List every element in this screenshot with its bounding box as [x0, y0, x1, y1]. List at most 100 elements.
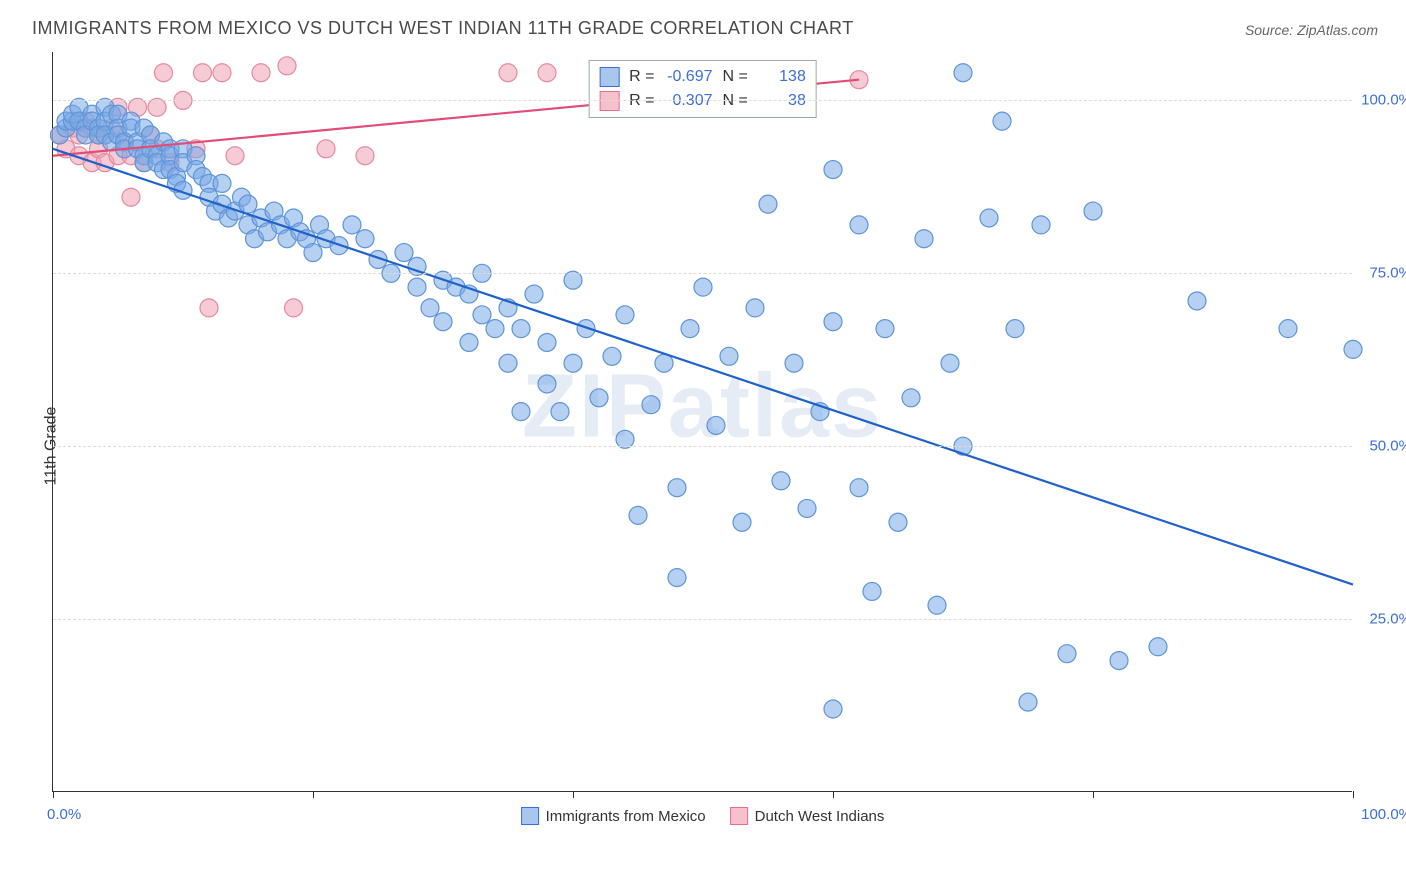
data-point [499, 354, 517, 372]
data-point [629, 506, 647, 524]
x-tick-mark [833, 791, 834, 798]
data-point [1149, 638, 1167, 656]
x-axis-max-label: 100.0% [1361, 806, 1406, 823]
data-point [720, 347, 738, 365]
data-point [707, 416, 725, 434]
data-point [668, 569, 686, 587]
scatter-svg [53, 52, 1352, 791]
stats-r-label-1: R = [629, 68, 654, 86]
data-point [902, 389, 920, 407]
data-point [876, 320, 894, 338]
data-point [356, 147, 374, 165]
data-point [499, 64, 517, 82]
y-tick-label: 75.0% [1369, 265, 1406, 282]
data-point [850, 216, 868, 234]
data-point [408, 278, 426, 296]
data-point [200, 299, 218, 317]
data-point [538, 375, 556, 393]
y-tick-label: 50.0% [1369, 438, 1406, 455]
data-point [798, 499, 816, 517]
legend-swatch-2 [730, 807, 748, 825]
x-tick-mark [313, 791, 314, 798]
data-point [889, 513, 907, 531]
legend-label-2: Dutch West Indians [755, 808, 885, 825]
y-tick-label: 25.0% [1369, 611, 1406, 628]
x-tick-mark [53, 791, 54, 798]
data-point [1344, 340, 1362, 358]
data-point [668, 479, 686, 497]
x-axis-min-label: 0.0% [47, 806, 81, 823]
data-point [538, 64, 556, 82]
data-point [1188, 292, 1206, 310]
legend-item-1: Immigrants from Mexico [521, 807, 706, 825]
data-point [616, 306, 634, 324]
gridline-h [53, 446, 1352, 447]
data-point [486, 320, 504, 338]
data-point [304, 244, 322, 262]
x-tick-mark [573, 791, 574, 798]
gridline-h [53, 273, 1352, 274]
data-point [434, 313, 452, 331]
data-point [525, 285, 543, 303]
data-point [980, 209, 998, 227]
data-point [551, 403, 569, 421]
chart-plot-area: ZIPatlas R = -0.697 N = 138 R = 0.307 N … [52, 52, 1352, 792]
data-point [1019, 693, 1037, 711]
data-point [746, 299, 764, 317]
data-point [1032, 216, 1050, 234]
stats-n-value-1: 138 [754, 68, 806, 86]
data-point [213, 64, 231, 82]
data-point [785, 354, 803, 372]
data-point [1006, 320, 1024, 338]
legend-swatch-1 [521, 807, 539, 825]
data-point [239, 195, 257, 213]
data-point [512, 403, 530, 421]
data-point [252, 64, 270, 82]
data-point [733, 513, 751, 531]
gridline-h [53, 619, 1352, 620]
data-point [824, 313, 842, 331]
source-attribution: Source: ZipAtlas.com [1245, 22, 1378, 38]
data-point [941, 354, 959, 372]
data-point [642, 396, 660, 414]
gridline-h [53, 100, 1352, 101]
data-point [1279, 320, 1297, 338]
data-point [655, 354, 673, 372]
data-point [278, 57, 296, 75]
data-point [824, 161, 842, 179]
y-tick-label: 100.0% [1361, 92, 1406, 109]
trend-line [53, 149, 1353, 585]
correlation-stats-box: R = -0.697 N = 138 R = 0.307 N = 38 [588, 60, 817, 118]
data-point [824, 700, 842, 718]
data-point [603, 347, 621, 365]
data-point [421, 299, 439, 317]
chart-title: IMMIGRANTS FROM MEXICO VS DUTCH WEST IND… [32, 18, 854, 39]
legend-item-2: Dutch West Indians [730, 807, 885, 825]
legend-label-1: Immigrants from Mexico [546, 808, 706, 825]
data-point [122, 188, 140, 206]
data-point [460, 333, 478, 351]
data-point [356, 230, 374, 248]
data-point [512, 320, 530, 338]
stats-swatch-1 [599, 67, 619, 87]
data-point [194, 64, 212, 82]
data-point [538, 333, 556, 351]
x-tick-mark [1353, 791, 1354, 798]
data-point [1110, 652, 1128, 670]
stats-n-label-1: N = [723, 68, 748, 86]
data-point [155, 64, 173, 82]
data-point [772, 472, 790, 490]
data-point [928, 596, 946, 614]
data-point [317, 140, 335, 158]
data-point [343, 216, 361, 234]
data-point [915, 230, 933, 248]
data-point [473, 306, 491, 324]
legend: Immigrants from Mexico Dutch West Indian… [521, 807, 885, 825]
stats-r-value-1: -0.697 [661, 68, 713, 86]
data-point [590, 389, 608, 407]
data-point [564, 354, 582, 372]
data-point [863, 582, 881, 600]
data-point [285, 299, 303, 317]
x-tick-mark [1093, 791, 1094, 798]
data-point [226, 147, 244, 165]
